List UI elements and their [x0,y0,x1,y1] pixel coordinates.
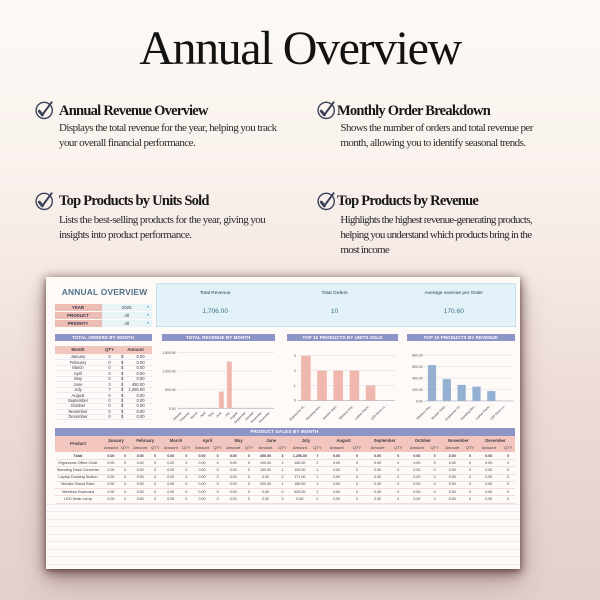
svg-text:January: January [172,411,183,422]
svg-text:0: 0 [294,399,296,403]
svg-text:March: March [190,411,199,420]
svg-text:2: 2 [294,369,296,373]
svg-text:April: April [199,411,206,418]
svg-text:June: June [215,411,223,419]
svg-text:1,000.00: 1,000.00 [162,370,175,374]
svg-text:LED Desk La...: LED Desk La... [489,403,507,421]
svg-text:600.00: 600.00 [412,365,422,369]
svg-text:July: July [224,411,231,418]
svg-text:May: May [208,411,215,418]
svg-text:3: 3 [294,354,296,358]
svg-text:400.00: 400.00 [412,377,422,381]
svg-text:500.00: 500.00 [165,388,175,392]
svg-text:0.00: 0.00 [169,407,176,411]
svg-text:1,500.00: 1,500.00 [162,351,175,355]
svg-text:200.00: 200.00 [412,388,422,392]
svg-text:0.00: 0.00 [416,399,423,403]
svg-text:LED Desk La...: LED Desk La... [370,403,388,421]
svg-text:August: August [229,411,239,421]
svg-text:Standing Des...: Standing Des... [305,403,323,421]
svg-text:1: 1 [294,384,296,388]
svg-text:February: February [179,411,191,423]
svg-text:October: October [244,411,255,422]
svg-text:Monitor Stan...: Monitor Stan... [322,403,339,420]
svg-text:800.00: 800.00 [412,354,422,358]
